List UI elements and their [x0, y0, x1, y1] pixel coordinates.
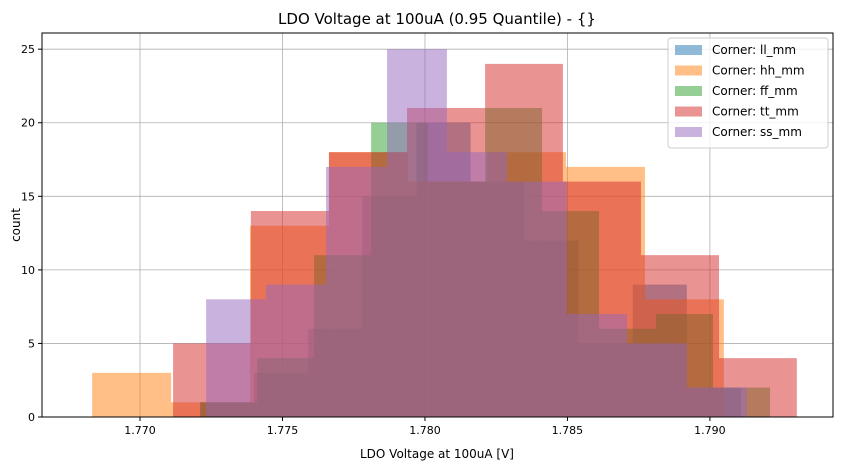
bar-ss_mm: [206, 299, 266, 417]
legend-swatch: [675, 65, 702, 76]
x-tick-label: 1.770: [124, 424, 156, 437]
y-tick-label: 10: [21, 264, 35, 277]
x-axis-label: LDO Voltage at 100uA [V]: [360, 447, 514, 461]
legend-box: [667, 37, 829, 149]
y-tick-label: 15: [21, 190, 35, 203]
y-tick-label: 5: [28, 337, 35, 350]
x-tick-label: 1.790: [694, 424, 726, 437]
plot-frame: [41, 32, 834, 418]
legend: Corner: ll_mm Corner: hh_mm Corner: ff_mm C…: [667, 37, 829, 149]
x-tick-label: 1.785: [552, 424, 584, 437]
bar-ss_mm: [326, 166, 388, 417]
bar-ss_mm: [686, 387, 747, 417]
y-tick-label: 25: [21, 43, 35, 56]
ticks: 1.770 1.775 1.780 1.785 1.790 0 5 10 15 20 25: [21, 43, 726, 437]
bar-ss_mm: [446, 152, 508, 417]
y-axis-label: count: [9, 208, 23, 242]
legend-swatch: [675, 45, 702, 55]
legend-swatch: [675, 86, 702, 96]
bars: [92, 49, 797, 418]
legend-label: Corner: ll_mm: [712, 43, 796, 57]
legend-label: Corner: tt_mm: [712, 105, 799, 119]
bar-ss_mm: [387, 49, 447, 418]
legend-swatch: [675, 106, 702, 117]
bar-ss_mm: [566, 314, 627, 417]
y-tick-label: 20: [21, 117, 35, 130]
x-tick-label: 1.780: [409, 424, 441, 437]
bar-ss_mm: [507, 181, 567, 417]
bar-ss_mm: [626, 343, 687, 417]
legend-label: Corner: ff_mm: [712, 84, 798, 98]
y-tick-label: 0: [28, 411, 35, 424]
chart-title: LDO Voltage at 100uA (0.95 Quantile) - {…: [278, 10, 596, 28]
legend-label: Corner: ss_mm: [712, 125, 802, 139]
x-tick-label: 1.775: [267, 424, 299, 437]
bar-hh_mm: [92, 372, 172, 417]
legend-label: Corner: hh_mm: [712, 64, 805, 78]
legend-swatch: [675, 127, 702, 137]
bar-ss_mm: [265, 284, 327, 417]
